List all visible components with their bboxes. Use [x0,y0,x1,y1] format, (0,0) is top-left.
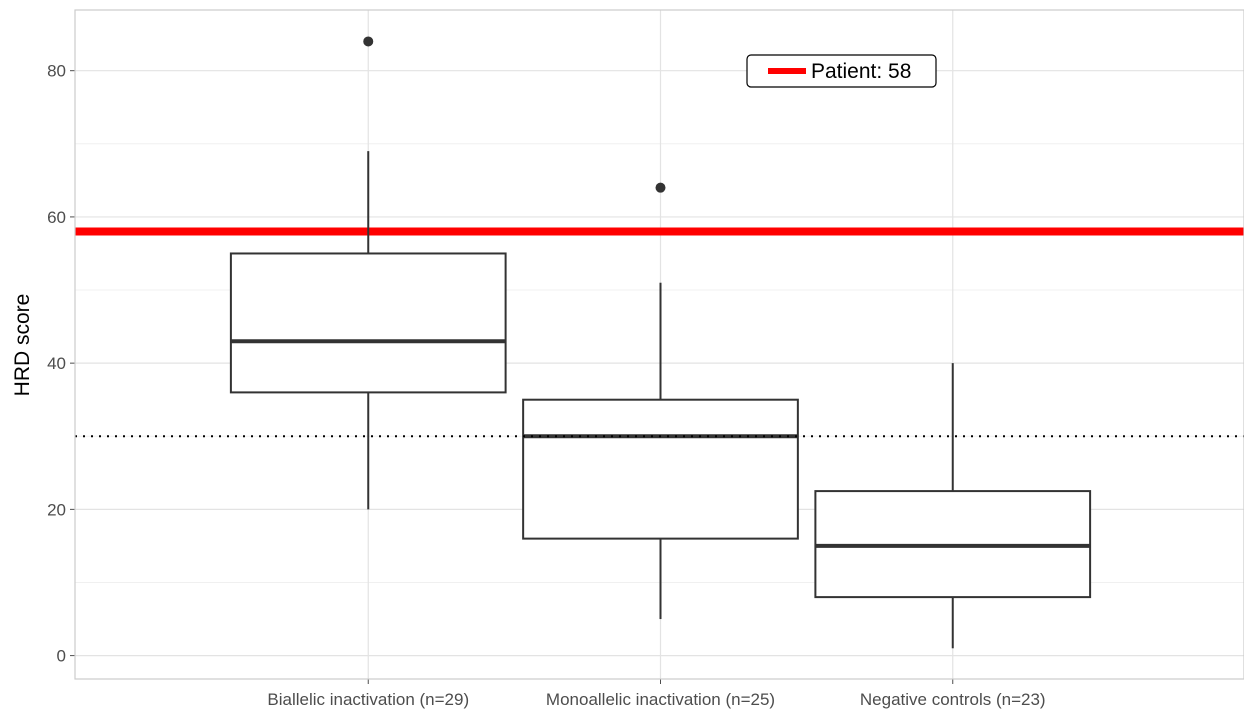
y-tick-label: 20 [47,500,66,519]
legend-box [746,54,937,88]
y-tick-label: 80 [47,62,66,81]
y-axis-title: HRD score [11,294,34,397]
iqr-box [229,252,507,394]
x-tick-label: Biallelic inactivation (n=29) [267,690,469,709]
boxplot-layer [75,36,1244,649]
iqr-box [522,398,799,540]
outlier-point [363,36,374,47]
y-tick-label: 60 [47,208,66,227]
panel-border [74,9,1244,680]
y-tick-label: 0 [57,647,66,666]
legend: Patient: 58 [746,54,937,88]
y-tick-label: 40 [47,354,66,373]
axis-layer: 0 20 40 60 80 Biallelic inactivation (n=29) Mo… [47,9,1244,709]
boxplot-group [814,363,1092,649]
legend-patient-label: Patient: 58 [811,60,911,83]
boxplot-group [229,36,507,510]
x-tick-label: Negative controls (n=23) [860,690,1046,709]
outlier-point [655,182,666,193]
x-tick-label: Monoallelic inactivation (n=25) [546,690,775,709]
